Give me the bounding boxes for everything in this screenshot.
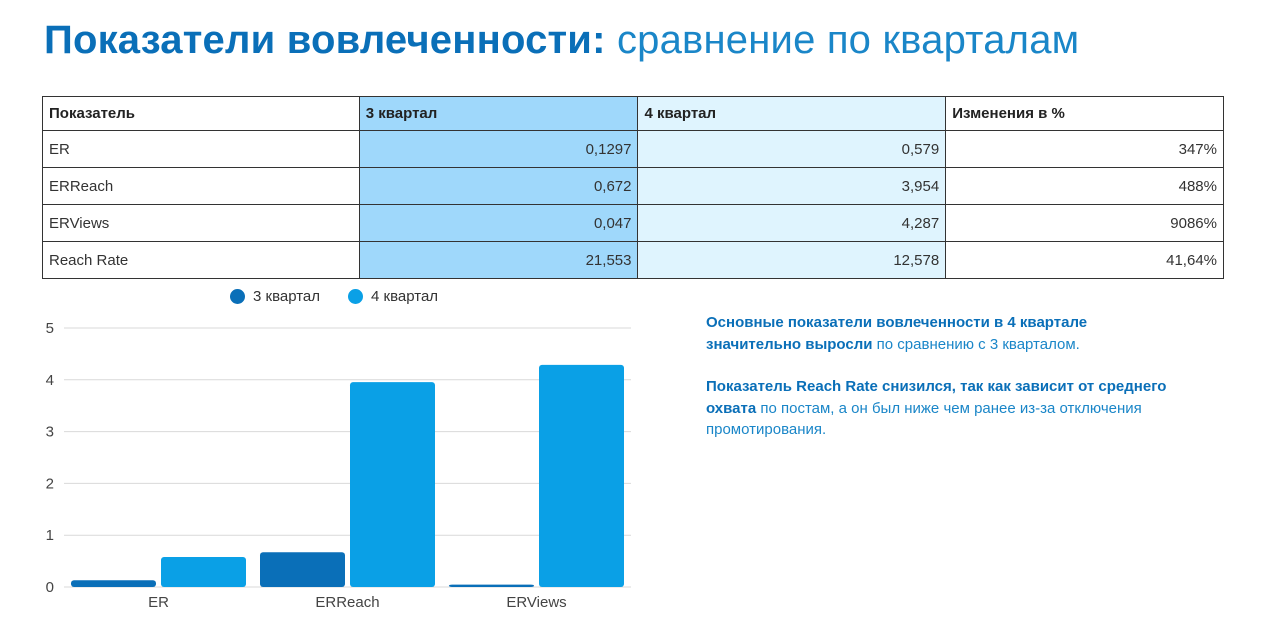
header-q4: 4 квартал: [637, 96, 947, 131]
cell-q3: 0,672: [358, 167, 639, 205]
commentary-2-text: по постам, а он был ниже чем ранее из-за…: [706, 399, 1142, 439]
y-tick-label: 2: [46, 475, 54, 492]
bar-chart: 0 1 2 3 4 5 ER ERReach ERViews: [46, 320, 631, 611]
cell-change: 347%: [945, 130, 1224, 168]
commentary: Основные показатели вовлеченности в 4 кв…: [706, 312, 1176, 462]
commentary-1-bold: Основные показатели вовлеченности в 4 кв…: [706, 314, 1088, 353]
bar-q3: [260, 552, 345, 587]
legend-item-q3: 3 квартал: [230, 288, 320, 305]
y-tick-label: 0: [46, 579, 54, 596]
header-metric: Показатель: [42, 96, 360, 131]
legend-item-q4: 4 квартал: [348, 288, 438, 305]
bar-q3: [449, 584, 534, 587]
cell-q4: 12,578: [637, 241, 947, 279]
bar-q4: [350, 382, 435, 587]
commentary-paragraph-2: Показатель Reach Rate снизился, так как …: [706, 376, 1176, 441]
cell-change: 41,64%: [945, 241, 1224, 279]
y-tick-label: 3: [46, 424, 54, 441]
cell-metric: ER: [42, 130, 360, 168]
table-row: Reach Rate 21,553 12,578 41,64%: [42, 241, 1224, 279]
y-tick-label: 4: [46, 372, 54, 389]
x-tick-label: ERReach: [315, 594, 379, 611]
legend-label-q4: 4 квартал: [371, 288, 439, 305]
commentary-paragraph-1: Основные показатели вовлеченности в 4 кв…: [706, 312, 1176, 355]
table-row: ER 0,1297 0,579 347%: [42, 130, 1224, 168]
legend-swatch-q3: [230, 289, 245, 304]
x-tick-label: ER: [148, 594, 169, 611]
cell-q4: 3,954: [637, 167, 947, 205]
cell-metric: Reach Rate: [42, 241, 360, 279]
cell-change: 9086%: [945, 204, 1224, 242]
y-tick-label: 1: [46, 527, 54, 544]
bar-q4: [539, 364, 624, 587]
bar-q4: [161, 557, 246, 587]
commentary-2-bold: Показатель Reach Rate снизился, так как …: [706, 378, 1167, 417]
metrics-table: Показатель 3 квартал 4 квартал Изменения…: [42, 96, 1224, 279]
page-title-subtitle: сравнение по кварталам: [616, 18, 1080, 62]
table-header-row: Показатель 3 квартал 4 квартал Изменения…: [42, 96, 1224, 131]
page-title-bold: Показатели вовлеченности:: [44, 18, 606, 62]
commentary-1-text: по сравнению с 3 кварталом.: [872, 335, 1080, 353]
table-row: ERReach 0,672 3,954 488%: [42, 167, 1224, 205]
y-tick-label: 5: [46, 320, 54, 337]
legend-label-q3: 3 квартал: [253, 288, 321, 305]
table-row: ERViews 0,047 4,287 9086%: [42, 204, 1224, 242]
cell-metric: ERReach: [42, 167, 360, 205]
x-tick-label: ERViews: [506, 594, 566, 611]
page-title: Показатели вовлеченности: сравнение по к…: [44, 14, 1079, 66]
cell-change: 488%: [945, 167, 1224, 205]
chart-legend: 3 квартал 4 квартал: [230, 288, 438, 305]
cell-q4: 4,287: [637, 204, 947, 242]
cell-q3: 21,553: [358, 241, 639, 279]
cell-q3: 0,047: [358, 204, 639, 242]
bar-q3: [71, 580, 156, 587]
cell-q4: 0,579: [637, 130, 947, 168]
header-q3: 3 квартал: [358, 96, 639, 131]
legend-swatch-q4: [348, 289, 364, 304]
cell-q3: 0,1297: [358, 130, 639, 168]
cell-metric: ERViews: [42, 204, 360, 242]
header-change: Изменения в %: [945, 96, 1224, 131]
